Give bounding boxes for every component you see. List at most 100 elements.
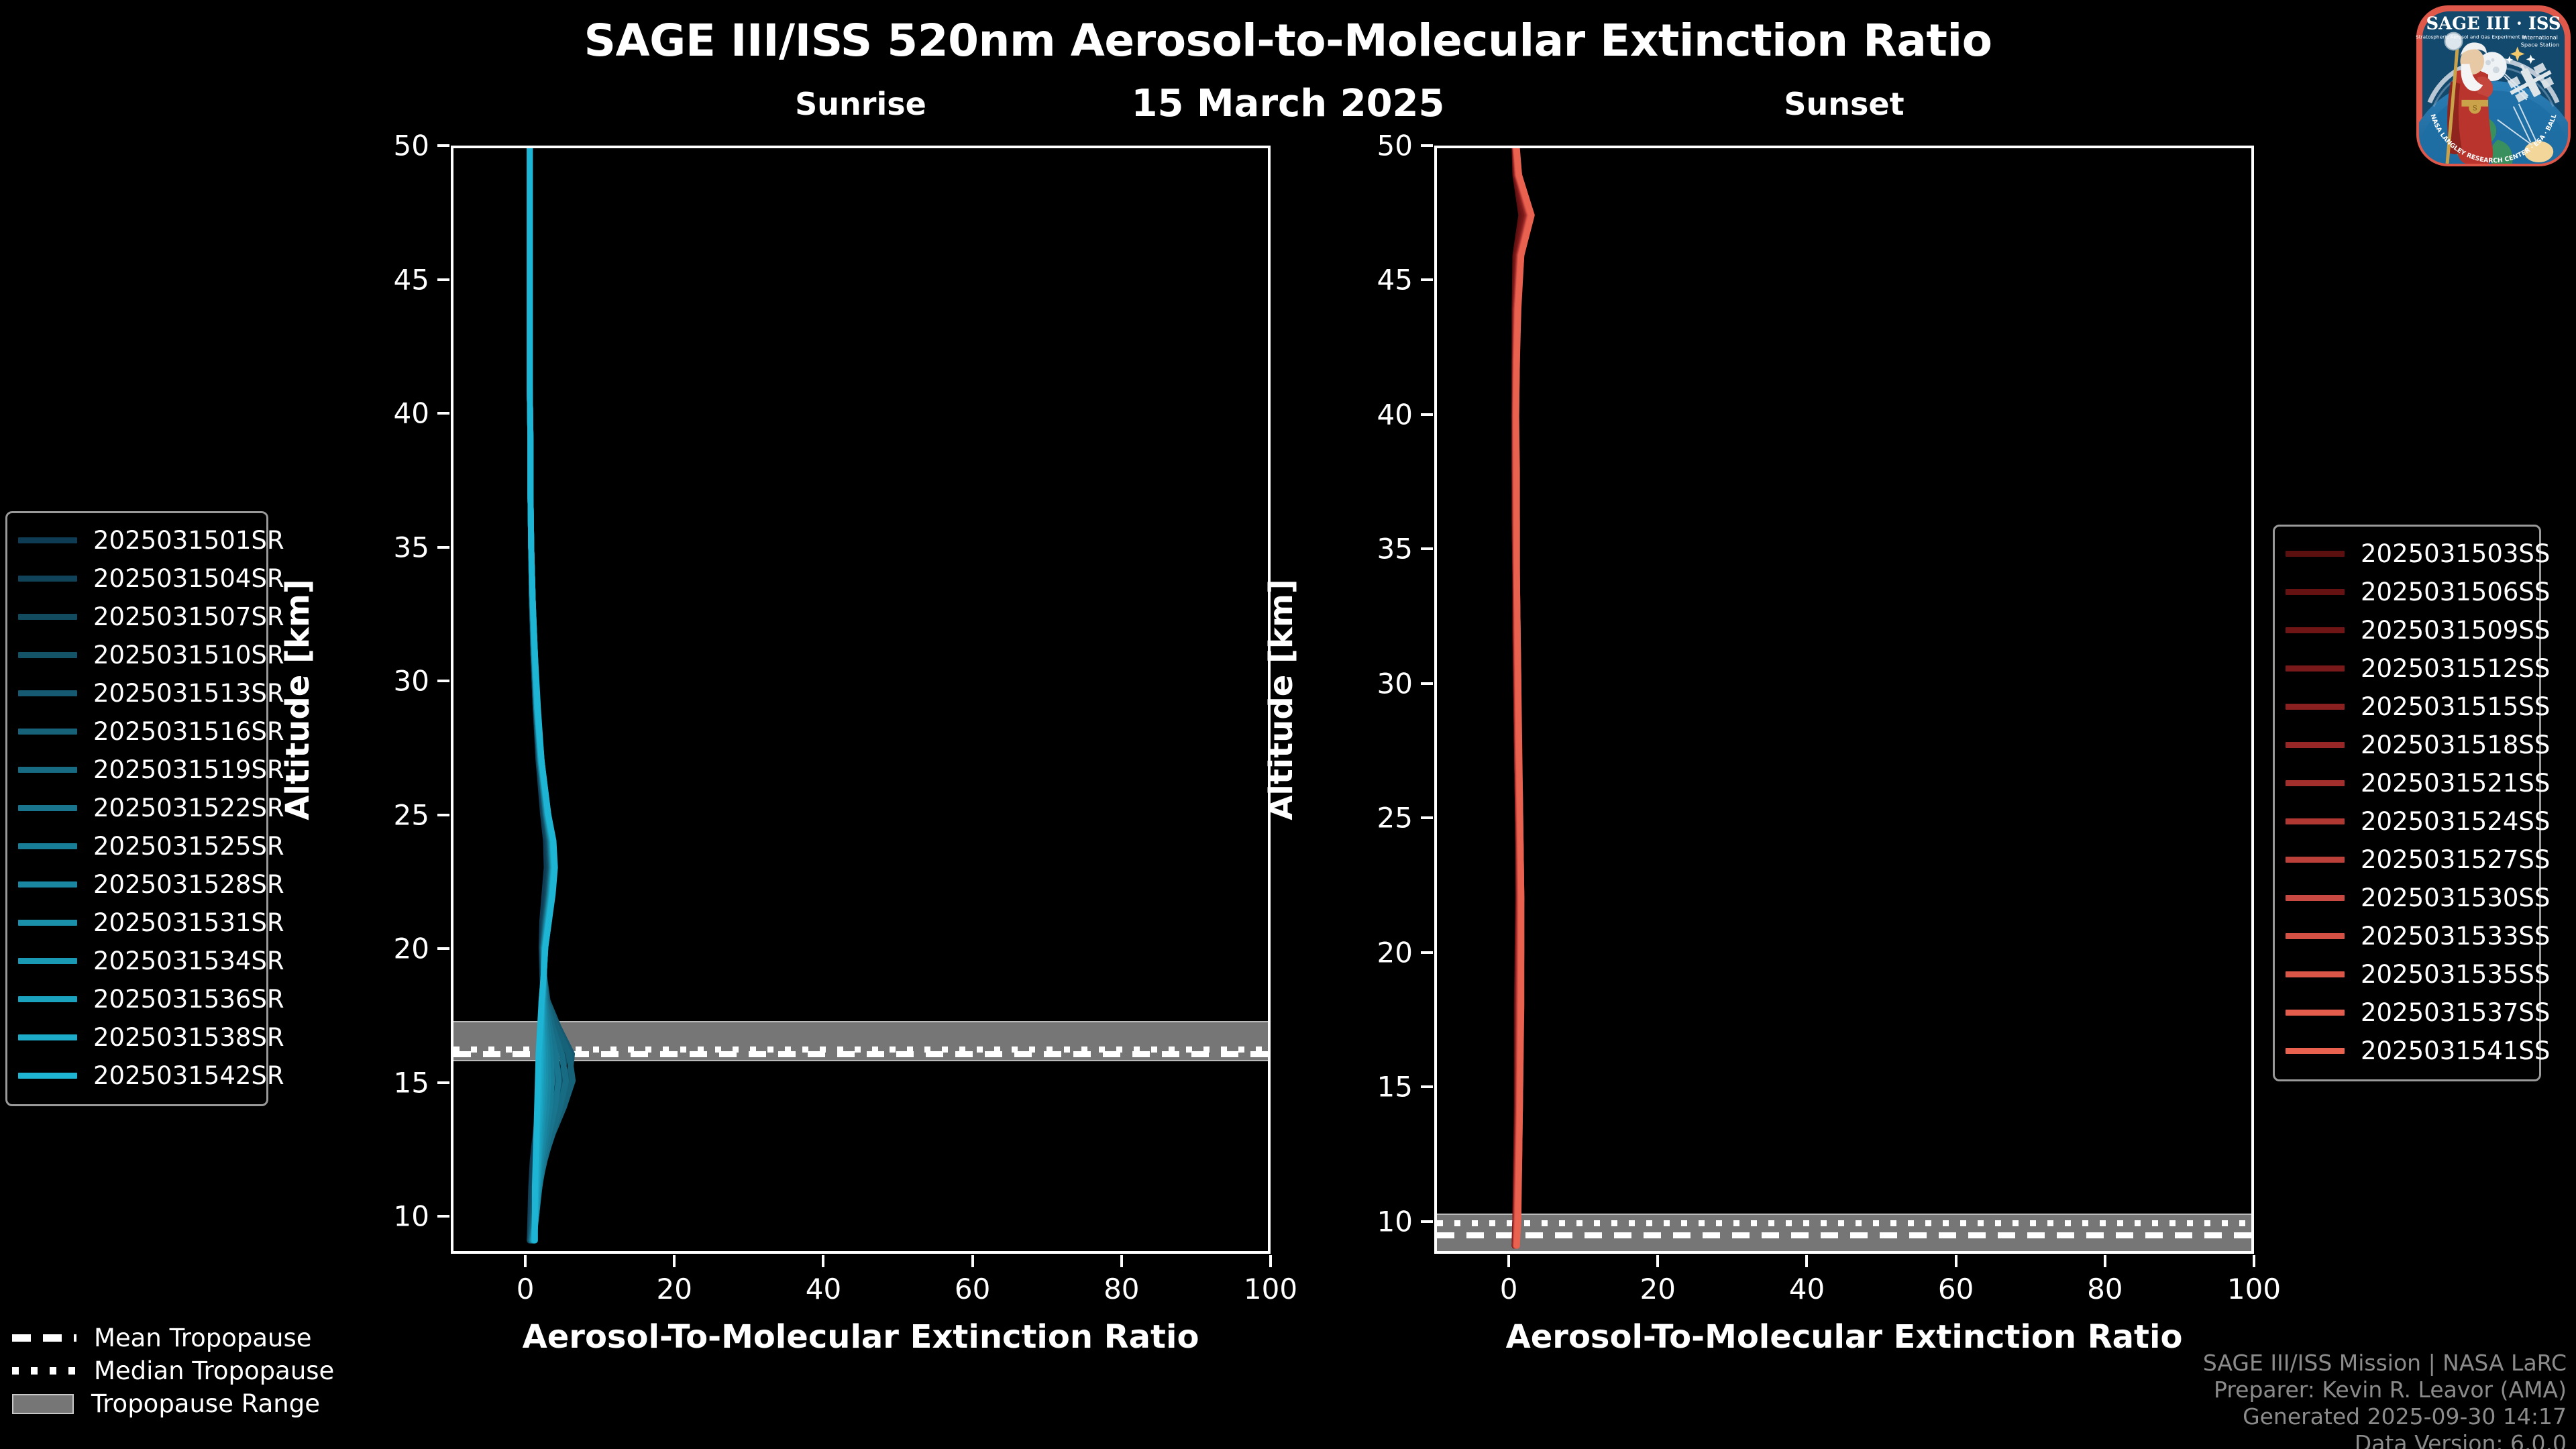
legend-item-2025031525SR[interactable]: 2025031525SR — [18, 827, 284, 865]
legend-item-2025031531SR[interactable]: 2025031531SR — [18, 904, 284, 942]
panel-caption-sunrise: Sunrise — [795, 86, 926, 122]
legend-item-2025031504SR[interactable]: 2025031504SR — [18, 559, 284, 598]
legend-item-2025031515SS[interactable]: 2025031515SS — [2286, 688, 2550, 726]
legend-item-2025031506SS[interactable]: 2025031506SS — [2286, 573, 2550, 611]
legend-color-swatch — [18, 576, 77, 582]
y-tick-label-sunset-15: 15 — [1377, 1070, 1413, 1104]
y-tick-mark-sunset-35 — [1421, 547, 1433, 551]
legend-item-label: 2025031522SR — [93, 794, 284, 822]
legend-item-2025031524SS[interactable]: 2025031524SS — [2286, 802, 2550, 841]
legend-item-label: 2025031533SS — [2361, 922, 2551, 951]
y-tick-mark-sunrise-20 — [437, 947, 449, 951]
legend-sunset[interactable]: 2025031503SS 2025031506SS 2025031509SS 2025… — [2273, 525, 2550, 1081]
legend-item-label: 2025031512SS — [2361, 654, 2551, 683]
legend-item-label: 2025031509SS — [2361, 616, 2551, 645]
tropopause-key-glyph-dotted — [12, 1367, 76, 1375]
x-tick-label-sunrise-100: 100 — [1243, 1273, 1298, 1305]
legend-item-label: 2025031536SR — [93, 985, 284, 1014]
legend-item-label: 2025031519SR — [93, 755, 284, 784]
legend-item-2025031535SS[interactable]: 2025031535SS — [2286, 955, 2550, 994]
legend-color-swatch — [18, 537, 77, 543]
legend-item-2025031536SR[interactable]: 2025031536SR — [18, 980, 284, 1018]
legend-item-2025031510SR[interactable]: 2025031510SR — [18, 636, 284, 674]
x-tick-mark-sunset-0 — [1507, 1255, 1511, 1267]
x-tick-label-sunrise-40: 40 — [805, 1273, 842, 1305]
legend-color-swatch — [2286, 895, 2345, 901]
tropopause-key-label: Tropopause Range — [91, 1389, 321, 1418]
legend-item-2025031533SS[interactable]: 2025031533SS — [2286, 917, 2550, 955]
legend-item-2025031530SS[interactable]: 2025031530SS — [2286, 879, 2550, 917]
legend-item-2025031503SS[interactable]: 2025031503SS — [2286, 535, 2550, 573]
legend-color-swatch — [18, 996, 77, 1002]
x-tick-mark-sunrise-40 — [822, 1255, 825, 1267]
legend-color-swatch — [2286, 857, 2345, 863]
y-tick-label-sunset-25: 25 — [1377, 801, 1413, 835]
sage-iii-iss-mission-patch-icon: S NASA LANGLEY RESEARCH CENTER · ESA · B… — [2414, 3, 2573, 169]
legend-item-label: 2025031535SS — [2361, 960, 2551, 989]
y-tick-label-sunrise-10: 10 — [393, 1199, 429, 1233]
y-tick-label-sunrise-40: 40 — [393, 396, 429, 430]
patch-subtitle-right-2: Space Station — [2521, 41, 2560, 48]
y-tick-label-sunset-30: 30 — [1377, 667, 1413, 700]
y-tick-mark-sunset-15 — [1421, 1085, 1433, 1089]
legend-item-2025031518SS[interactable]: 2025031518SS — [2286, 726, 2550, 764]
y-tick-label-sunset-20: 20 — [1377, 936, 1413, 969]
tropopause-key: Mean Tropopause Median Tropopause Tropopau… — [12, 1322, 361, 1420]
legend-color-swatch — [2286, 780, 2345, 786]
legend-item-label: 2025031515SS — [2361, 692, 2551, 721]
legend-item-2025031513SR[interactable]: 2025031513SR — [18, 674, 284, 712]
x-tick-label-sunrise-0: 0 — [516, 1273, 535, 1305]
mean-tropopause-line — [453, 1051, 1268, 1057]
legend-item-2025031521SS[interactable]: 2025031521SS — [2286, 764, 2550, 802]
y-tick-label-sunrise-15: 15 — [393, 1066, 429, 1099]
legend-item-2025031534SR[interactable]: 2025031534SR — [18, 942, 284, 980]
credits-line-2: Preparer: Kevin R. Leavor (AMA) — [2214, 1376, 2567, 1403]
legend-item-2025031522SR[interactable]: 2025031522SR — [18, 789, 284, 827]
legend-item-2025031501SR[interactable]: 2025031501SR — [18, 521, 284, 559]
legend-item-2025031541SS[interactable]: 2025031541SS — [2286, 1032, 2550, 1070]
legend-item-2025031507SR[interactable]: 2025031507SR — [18, 598, 284, 636]
y-tick-mark-sunset-25 — [1421, 816, 1433, 820]
legend-item-2025031542SR[interactable]: 2025031542SR — [18, 1057, 284, 1095]
tropopause-key-item-dotted: Median Tropopause — [12, 1354, 361, 1387]
legend-color-swatch — [18, 958, 77, 964]
panel-caption-sunset: Sunset — [1784, 86, 1904, 122]
date-subtitle: 15 March 2025 — [1131, 82, 1445, 125]
legend-item-2025031527SS[interactable]: 2025031527SS — [2286, 841, 2550, 879]
x-tick-label-sunset-60: 60 — [1937, 1273, 1974, 1305]
y-tick-mark-sunrise-45 — [437, 278, 449, 281]
profile-traces-sunrise — [527, 148, 576, 1244]
legend-item-label: 2025031531SR — [93, 908, 284, 937]
median-tropopause-line — [453, 1046, 1268, 1053]
legend-color-swatch — [2286, 1048, 2345, 1054]
x-tick-label-sunset-40: 40 — [1788, 1273, 1825, 1305]
y-tick-label-sunrise-50: 50 — [393, 129, 429, 162]
y-tick-label-sunrise-45: 45 — [393, 263, 429, 297]
plot-area-sunset — [1437, 148, 2251, 1251]
y-tick-label-sunset-45: 45 — [1377, 263, 1413, 297]
legend-color-swatch — [18, 805, 77, 811]
legend-item-2025031528SR[interactable]: 2025031528SR — [18, 865, 284, 904]
legend-item-2025031509SS[interactable]: 2025031509SS — [2286, 611, 2550, 649]
patch-subtitle-right-1: International — [2522, 34, 2558, 41]
legend-item-2025031512SS[interactable]: 2025031512SS — [2286, 649, 2550, 688]
legend-sunrise[interactable]: 2025031501SR 2025031504SR 2025031507SR 2025… — [5, 511, 284, 1106]
legend-item-label: 2025031524SS — [2361, 807, 2551, 836]
x-tick-mark-sunrise-0 — [524, 1255, 527, 1267]
x-tick-mark-sunrise-100 — [1269, 1255, 1272, 1267]
x-tick-label-sunrise-80: 80 — [1104, 1273, 1140, 1305]
y-tick-mark-sunrise-35 — [437, 545, 449, 549]
x-tick-mark-sunrise-20 — [673, 1255, 676, 1267]
legend-item-2025031538SR[interactable]: 2025031538SR — [18, 1018, 284, 1057]
y-tick-label-sunrise-25: 25 — [393, 798, 429, 832]
legend-item-label: 2025031513SR — [93, 679, 284, 708]
legend-item-2025031516SR[interactable]: 2025031516SR — [18, 712, 284, 751]
legend-color-swatch — [2286, 818, 2345, 824]
credits-block: SAGE III/ISS Mission | NASA LaRC Preparer… — [2203, 1350, 2567, 1449]
legend-item-label: 2025031518SS — [2361, 731, 2551, 759]
tropopause-key-item-patch: Tropopause Range — [12, 1387, 361, 1420]
legend-item-2025031537SS[interactable]: 2025031537SS — [2286, 994, 2550, 1032]
legend-item-2025031519SR[interactable]: 2025031519SR — [18, 751, 284, 789]
y-axis-title-sunset: Altitude [km] — [1263, 579, 1300, 820]
x-axis-title-sunset: Aerosol-To-Molecular Extinction Ratio — [1505, 1318, 2183, 1356]
